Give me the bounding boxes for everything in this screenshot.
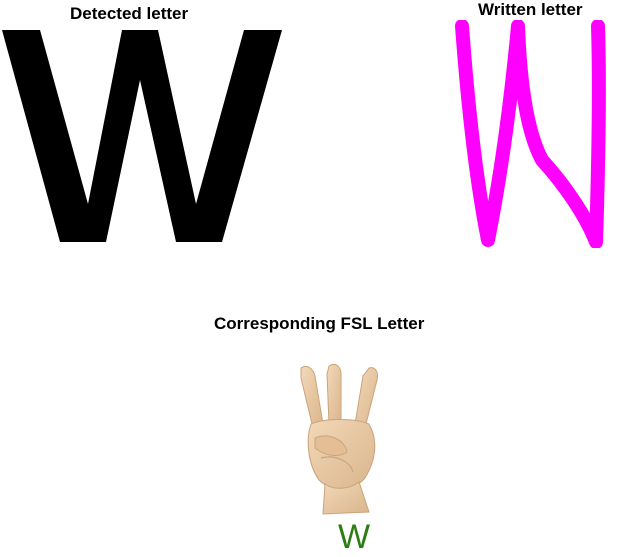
detected-letter-title: Detected letter: [70, 4, 189, 23]
fsl-caption-letter: W: [337, 518, 371, 556]
fsl-letter-title: Corresponding FSL Letter: [214, 314, 425, 333]
detected-letter-glyph: [0, 28, 285, 244]
hand-sign-image: [295, 362, 387, 517]
written-letter-drawing: [448, 20, 610, 248]
written-letter-title: Written letter: [478, 0, 583, 19]
